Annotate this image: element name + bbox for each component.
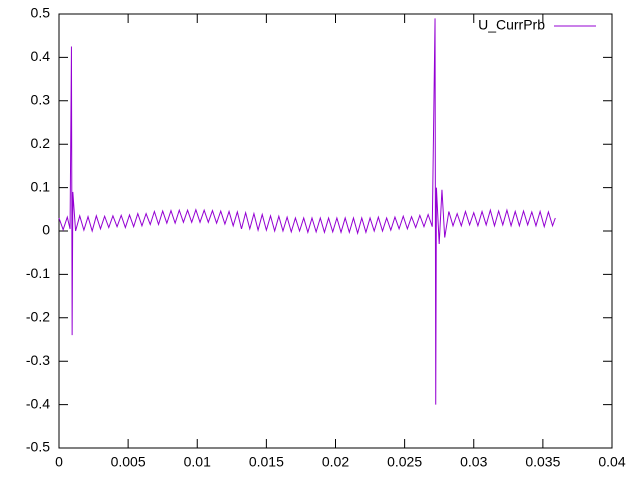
x-tick-label: 0.03: [460, 454, 487, 470]
y-tick-label: -0.5: [26, 439, 50, 455]
x-tick-label: 0.005: [111, 454, 146, 470]
x-tick-label: 0.01: [184, 454, 211, 470]
y-tick-label: 0: [42, 222, 50, 238]
x-tick-label: 0.04: [598, 454, 625, 470]
data-line: [58, 18, 556, 405]
y-tick-label: 0.3: [31, 92, 51, 108]
x-tick-label: 0: [55, 454, 63, 470]
x-tick-label: 0.02: [322, 454, 349, 470]
y-tick-label: -0.4: [26, 395, 50, 411]
y-tick-label: -0.3: [26, 352, 50, 368]
x-tick-label: 0.015: [249, 454, 284, 470]
legend-label: U_CurrPrb: [478, 17, 545, 33]
y-tick-label: 0.5: [31, 5, 51, 21]
plot-border: [58, 13, 613, 449]
x-tick-label: 0.025: [387, 454, 422, 470]
y-tick-label: 0.4: [31, 48, 51, 64]
y-tick-label: 0.1: [31, 178, 51, 194]
x-tick-label: 0.035: [525, 454, 560, 470]
y-tick-label: -0.2: [26, 309, 50, 325]
y-tick-label: 0.2: [31, 135, 51, 151]
y-tick-label: -0.1: [26, 265, 50, 281]
